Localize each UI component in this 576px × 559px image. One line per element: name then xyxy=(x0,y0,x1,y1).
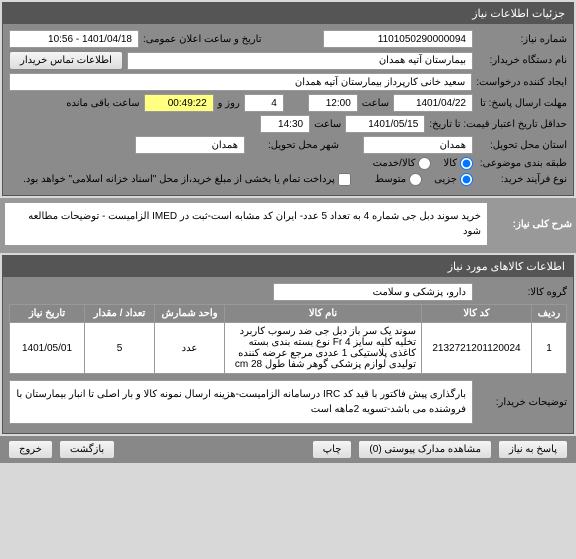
buyer-note-label: توضیحات خریدار: xyxy=(477,397,567,408)
city-label: شهر محل تحویل: xyxy=(249,140,339,151)
row-requester: ایجاد کننده درخواست: سعید خانی کارپرداز … xyxy=(9,73,567,91)
proc-radio-medium-input[interactable] xyxy=(409,173,422,186)
days-field: 4 xyxy=(244,94,284,112)
cell-unit: عدد xyxy=(155,323,225,374)
buyer-field: بیمارستان آتیه همدان xyxy=(127,52,473,70)
col-qty: تعداد / مقدار xyxy=(85,305,155,323)
panel-body: شماره نیاز: 1101050290000094 تاریخ و ساع… xyxy=(3,24,573,195)
cell-code: 2132721201120024 xyxy=(422,323,532,374)
main-panel: جزئیات اطلاعات نیاز شماره نیاز: 11010502… xyxy=(2,2,574,196)
province-label: استان محل تحویل: xyxy=(477,140,567,151)
items-table: ردیف کد کالا نام کالا واحد شمارش تعداد /… xyxy=(9,304,567,374)
row-classification: طبقه بندی موضوعی: کالا کالا/خدمت xyxy=(9,157,567,170)
back-button[interactable]: بازگشت xyxy=(59,440,115,459)
row-validity: حداقل تاریخ اعتبار قیمت: تا تاریخ: 1401/… xyxy=(9,115,567,133)
row-province: استان محل تحویل: همدان شهر محل تحویل: هم… xyxy=(9,136,567,154)
col-code: کد کالا xyxy=(422,305,532,323)
pay-check-item[interactable]: پرداخت تمام یا بخشی از مبلغ خرید،از محل … xyxy=(23,173,351,186)
items-body: گروه کالا: دارو، پزشکی و سلامت ردیف کد ک… xyxy=(3,277,573,433)
class-radio-group: کالا کالا/خدمت xyxy=(373,157,473,170)
pub-label: تاریخ و ساعت اعلان عمومی: xyxy=(143,34,262,45)
group-row: گروه کالا: دارو، پزشکی و سلامت xyxy=(9,283,567,301)
cell-idx: 1 xyxy=(532,323,567,374)
deadline-time: 12:00 xyxy=(308,94,358,112)
countdown: 00:49:22 xyxy=(144,94,214,112)
buyer-label: نام دستگاه خریدار: xyxy=(477,55,567,66)
province-field: همدان xyxy=(363,136,473,154)
col-unit: واحد شمارش xyxy=(155,305,225,323)
cell-qty: 5 xyxy=(85,323,155,374)
attachments-button[interactable]: مشاهده مدارک پیوستی (0) xyxy=(358,440,492,459)
class-radio-service[interactable]: کالا/خدمت xyxy=(373,157,432,170)
need-text: خرید سوند دبل جی شماره 4 به تعداد 5 عدد-… xyxy=(4,202,488,246)
validity-label: حداقل تاریخ اعتبار قیمت: تا تاریخ: xyxy=(429,119,567,130)
need-no-field: 1101050290000094 xyxy=(323,30,473,48)
items-panel: اطلاعات کالاهای مورد نیاز گروه کالا: دار… xyxy=(2,255,574,434)
print-button[interactable]: چاپ xyxy=(312,440,353,459)
row-buyer: نام دستگاه خریدار: بیمارستان آتیه همدان … xyxy=(9,51,567,70)
proc-radio-minor[interactable]: جزیی xyxy=(434,173,473,186)
need-header: شرح کلی نیاز: xyxy=(492,219,572,230)
proc-radio-minor-input[interactable] xyxy=(460,173,473,186)
process-radio-group: جزیی متوسط xyxy=(375,173,473,186)
buyer-note-text: بارگذاری پیش فاکتور با قید کد IRC درساما… xyxy=(9,380,473,424)
footer-bar: پاسخ به نیاز مشاهده مدارک پیوستی (0) چاپ… xyxy=(0,436,576,463)
pay-checkbox[interactable] xyxy=(338,173,351,186)
reply-button[interactable]: پاسخ به نیاز xyxy=(498,440,568,459)
deadline-date: 1401/04/22 xyxy=(393,94,473,112)
days-suffix: روز و xyxy=(218,98,240,109)
requester-field: سعید خانی کارپرداز بیمارستان آتیه همدان xyxy=(9,73,472,91)
row-deadline: مهلت ارسال پاسخ: تا 1401/04/22 ساعت 12:0… xyxy=(9,94,567,112)
time-label-2: ساعت xyxy=(314,119,341,130)
proc-radio-medium[interactable]: متوسط xyxy=(375,173,422,186)
panel-title: جزئیات اطلاعات نیاز xyxy=(3,3,573,24)
group-label: گروه کالا: xyxy=(477,287,567,298)
remain-suffix: ساعت باقی مانده xyxy=(66,98,139,109)
need-section: شرح کلی نیاز: خرید سوند دبل جی شماره 4 ب… xyxy=(0,198,576,253)
class-radio-kala-input[interactable] xyxy=(460,157,473,170)
class-radio-service-label: کالا/خدمت xyxy=(373,158,416,169)
pay-check-label: پرداخت تمام یا بخشی از مبلغ خرید،از محل … xyxy=(23,174,335,185)
deadline-label: مهلت ارسال پاسخ: تا xyxy=(477,98,567,109)
city-field: همدان xyxy=(135,136,245,154)
table-header-row: ردیف کد کالا نام کالا واحد شمارش تعداد /… xyxy=(10,305,567,323)
col-idx: ردیف xyxy=(532,305,567,323)
table-row: 1 2132721201120024 سوند یک سر باز دبل جی… xyxy=(10,323,567,374)
items-header: اطلاعات کالاهای مورد نیاز xyxy=(3,256,573,277)
validity-date: 1401/05/15 xyxy=(345,115,425,133)
proc-radio-minor-label: جزیی xyxy=(434,174,457,185)
row-need-no: شماره نیاز: 1101050290000094 تاریخ و ساع… xyxy=(9,30,567,48)
row-process: نوع فرآیند خرید: جزیی متوسط پرداخت تمام … xyxy=(9,173,567,186)
contact-button[interactable]: اطلاعات تماس خریدار xyxy=(9,51,123,70)
requester-label: ایجاد کننده درخواست: xyxy=(476,77,567,88)
class-radio-service-input[interactable] xyxy=(418,157,431,170)
class-radio-kala-label: کالا xyxy=(443,158,457,169)
cell-date: 1401/05/01 xyxy=(10,323,85,374)
proc-radio-medium-label: متوسط xyxy=(375,174,406,185)
group-field: دارو، پزشکی و سلامت xyxy=(273,283,473,301)
exit-button[interactable]: خروج xyxy=(8,440,53,459)
buyer-note-row: توضیحات خریدار: بارگذاری پیش فاکتور با ق… xyxy=(9,380,567,424)
pub-value: 1401/04/18 - 10:56 xyxy=(9,30,139,48)
need-row: شرح کلی نیاز: خرید سوند دبل جی شماره 4 ب… xyxy=(4,202,572,246)
cell-name: سوند یک سر باز دبل جی ضد رسوب کاربرد تخل… xyxy=(225,323,422,374)
class-radio-kala[interactable]: کالا xyxy=(443,157,473,170)
validity-time: 14:30 xyxy=(260,115,310,133)
time-label-1: ساعت xyxy=(362,98,389,109)
need-no-label: شماره نیاز: xyxy=(477,34,567,45)
col-date: تاریخ نیاز xyxy=(10,305,85,323)
process-label: نوع فرآیند خرید: xyxy=(477,174,567,185)
col-name: نام کالا xyxy=(225,305,422,323)
class-label: طبقه بندی موضوعی: xyxy=(477,158,567,169)
